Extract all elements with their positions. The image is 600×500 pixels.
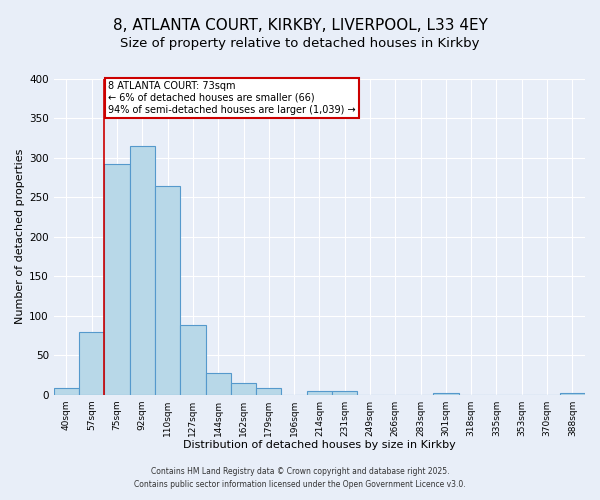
Bar xyxy=(307,390,332,394)
Bar xyxy=(231,383,256,394)
Bar xyxy=(130,146,155,394)
Bar xyxy=(155,186,180,394)
Y-axis label: Number of detached properties: Number of detached properties xyxy=(15,149,25,324)
Bar xyxy=(433,393,458,394)
Bar xyxy=(180,325,206,394)
Bar xyxy=(206,374,231,394)
X-axis label: Distribution of detached houses by size in Kirkby: Distribution of detached houses by size … xyxy=(183,440,456,450)
Bar xyxy=(256,388,281,394)
Bar xyxy=(79,332,104,394)
Text: Size of property relative to detached houses in Kirkby: Size of property relative to detached ho… xyxy=(120,38,480,51)
Text: 8, ATLANTA COURT, KIRKBY, LIVERPOOL, L33 4EY: 8, ATLANTA COURT, KIRKBY, LIVERPOOL, L33… xyxy=(113,18,487,32)
Text: 8 ATLANTA COURT: 73sqm
← 6% of detached houses are smaller (66)
94% of semi-deta: 8 ATLANTA COURT: 73sqm ← 6% of detached … xyxy=(108,82,356,114)
Bar xyxy=(560,393,585,394)
Text: Contains HM Land Registry data © Crown copyright and database right 2025.: Contains HM Land Registry data © Crown c… xyxy=(151,467,449,476)
Bar xyxy=(332,390,358,394)
Bar xyxy=(54,388,79,394)
Bar xyxy=(104,164,130,394)
Text: Contains public sector information licensed under the Open Government Licence v3: Contains public sector information licen… xyxy=(134,480,466,489)
